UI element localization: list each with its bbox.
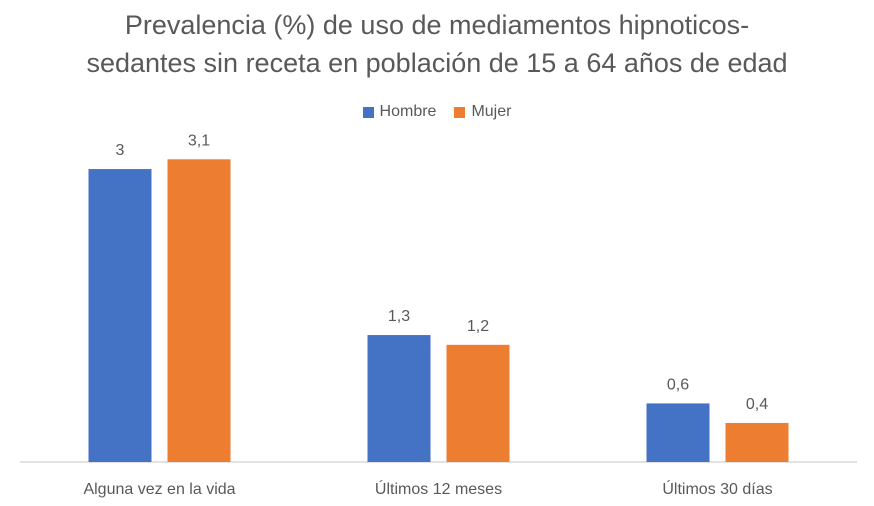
bar-hombre-alguna-vez-en-la-vida [88, 169, 152, 462]
data-label-hombre-alguna-vez-en-la-vida: 3 [116, 142, 125, 159]
bar-mujer-alguna-vez-en-la-vida [167, 159, 231, 462]
bar-mujer-ultimos-12-meses [446, 344, 510, 462]
data-label-hombre-ultimos-30-dias: 0,6 [667, 376, 689, 393]
x-tick-label-ultimos-30-dias: Últimos 30 días [662, 479, 772, 498]
x-tick-label-ultimos-12-meses: Últimos 12 meses [375, 479, 502, 498]
x-tick-label-alguna-vez-en-la-vida: Alguna vez en la vida [83, 481, 235, 498]
bar-hombre-ultimos-12-meses [367, 335, 431, 462]
bar-mujer-ultimos-30-dias [725, 422, 789, 462]
legend-label-hombre: Hombre [379, 103, 437, 120]
legend-item-hombre: Hombre [362, 103, 437, 121]
chart-title-line-1: Prevalencia (%) de uso de mediamentos hi… [124, 10, 750, 40]
data-label-mujer-ultimos-12-meses: 1,2 [467, 318, 489, 335]
chart-title-line-2: sedantes sin receta en población de 15 a… [86, 48, 788, 78]
bar-hombre-ultimos-30-dias [646, 403, 710, 462]
data-label-mujer-ultimos-30-dias: 0,4 [746, 396, 768, 413]
legend-label-mujer: Mujer [471, 103, 512, 120]
data-label-mujer-alguna-vez-en-la-vida: 3,1 [188, 132, 210, 149]
legend-swatch-hombre [362, 106, 374, 118]
legend-swatch-mujer [454, 106, 466, 118]
legend: Hombre Mujer [0, 103, 874, 121]
data-label-hombre-ultimos-12-meses: 1,3 [388, 308, 410, 325]
legend-item-mujer: Mujer [454, 103, 511, 121]
